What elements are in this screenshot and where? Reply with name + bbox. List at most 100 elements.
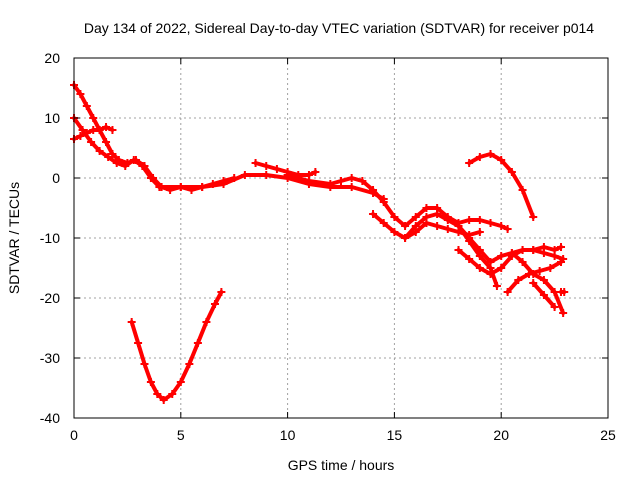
data-point (176, 378, 185, 386)
data-point (217, 288, 226, 296)
data-point (304, 177, 313, 185)
data-point (155, 183, 164, 191)
data-point (240, 171, 249, 179)
data-point (337, 177, 345, 185)
data-point (95, 126, 104, 134)
data-point (559, 309, 568, 317)
data-point (497, 264, 506, 272)
data-point (112, 159, 121, 167)
data-point (529, 213, 538, 221)
data-point (465, 216, 474, 224)
data-point (102, 123, 111, 131)
data-point (326, 180, 335, 188)
data-point (219, 180, 228, 188)
data-point (539, 249, 548, 257)
data-point (121, 162, 130, 170)
data-point (529, 246, 538, 254)
data-point (76, 90, 85, 98)
data-point (443, 225, 452, 233)
data-point (379, 198, 388, 206)
data-point (390, 228, 399, 236)
data-point (454, 222, 463, 230)
y-tick-label: 20 (44, 50, 60, 66)
data-point (78, 126, 87, 134)
y-tick-label: -20 (40, 290, 60, 306)
data-point (134, 339, 143, 347)
data-point (390, 213, 399, 221)
data-point (140, 360, 149, 368)
data-point (311, 168, 320, 176)
data-point (539, 291, 548, 299)
data-point (433, 210, 442, 218)
data-point (82, 102, 91, 110)
series-line-6 (285, 173, 510, 231)
data-point (454, 246, 463, 254)
data-point (422, 204, 431, 212)
series-line-2 (72, 116, 162, 189)
y-tick-label: -10 (40, 230, 60, 246)
data-point (358, 177, 367, 185)
data-point (347, 183, 356, 191)
data-point (108, 126, 117, 134)
data-point (369, 210, 378, 218)
y-tick-label: 10 (44, 110, 60, 126)
data-point (539, 276, 548, 284)
data-point (557, 258, 566, 266)
data-point (465, 159, 474, 167)
data-point (102, 138, 111, 146)
data-point (475, 216, 484, 224)
data-point (159, 396, 168, 404)
data-point (202, 318, 211, 326)
data-point (529, 279, 538, 287)
data-point (198, 183, 207, 191)
data-point (518, 258, 527, 266)
data-point (251, 159, 260, 167)
data-point (514, 276, 523, 284)
data-point (193, 339, 202, 347)
data-point (550, 303, 559, 311)
y-tick-labels: -40 -30 -20 -10 0 10 20 (40, 50, 60, 426)
grid (74, 58, 608, 418)
data-point (138, 162, 147, 170)
chart-title: Day 134 of 2022, Sidereal Day-to-day VTE… (84, 20, 594, 36)
data-point (176, 183, 185, 191)
data-point (529, 270, 538, 278)
data-point (497, 252, 506, 260)
data-point (168, 390, 177, 398)
data-point (475, 252, 484, 260)
x-tick-label: 15 (387, 427, 403, 443)
data-point (185, 360, 194, 368)
x-axis-label: GPS time / hours (288, 457, 395, 473)
series-line-8 (403, 212, 563, 264)
data-point (89, 114, 98, 122)
data-point (411, 213, 420, 221)
data-point (104, 153, 113, 161)
data-point (262, 162, 271, 170)
data-point (497, 222, 506, 230)
data-point (127, 318, 136, 326)
data-point (95, 147, 104, 155)
data-point (465, 237, 474, 245)
data-point (507, 249, 516, 257)
data-point (518, 246, 527, 254)
data-point (550, 252, 559, 260)
data-point (475, 228, 484, 236)
data-point (546, 264, 555, 272)
series-line-15 (129, 290, 224, 402)
y-tick-label: -30 (40, 350, 60, 366)
data-point (475, 264, 484, 272)
y-tick-label: 0 (52, 170, 60, 186)
series-group (70, 81, 569, 404)
axis-ticks (73, 57, 609, 419)
data-point (262, 171, 271, 179)
data-point (153, 390, 162, 398)
data-point (411, 222, 420, 230)
data-point (535, 267, 544, 275)
data-point (518, 186, 527, 194)
x-tick-label: 5 (177, 427, 185, 443)
data-point (486, 219, 495, 227)
data-point (129, 156, 138, 164)
data-point (146, 378, 155, 386)
x-tick-label: 10 (280, 427, 296, 443)
data-point (557, 243, 566, 251)
